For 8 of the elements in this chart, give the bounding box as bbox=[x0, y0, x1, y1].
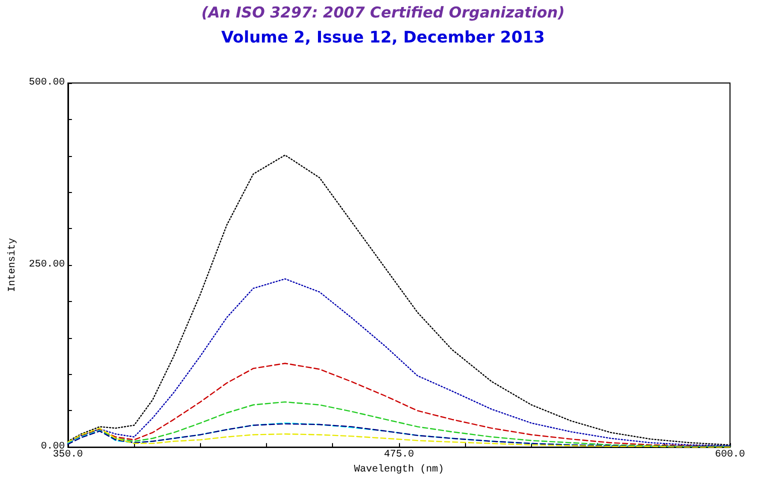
chart-subtitle: Volume 2, Issue 12, December 2013 bbox=[221, 28, 545, 46]
y-axis-title: Intensity bbox=[6, 238, 18, 292]
y-tick-label: 500.00 bbox=[28, 78, 65, 88]
chart-title: (An ISO 3297: 2007 Certified Organization) bbox=[201, 4, 565, 22]
x-axis-title: Wavelength (nm) bbox=[354, 464, 444, 476]
y-tick-label: 250.00 bbox=[28, 260, 65, 271]
x-tick-label: 475.0 bbox=[384, 450, 414, 461]
x-tick-label: 600.0 bbox=[714, 450, 746, 461]
